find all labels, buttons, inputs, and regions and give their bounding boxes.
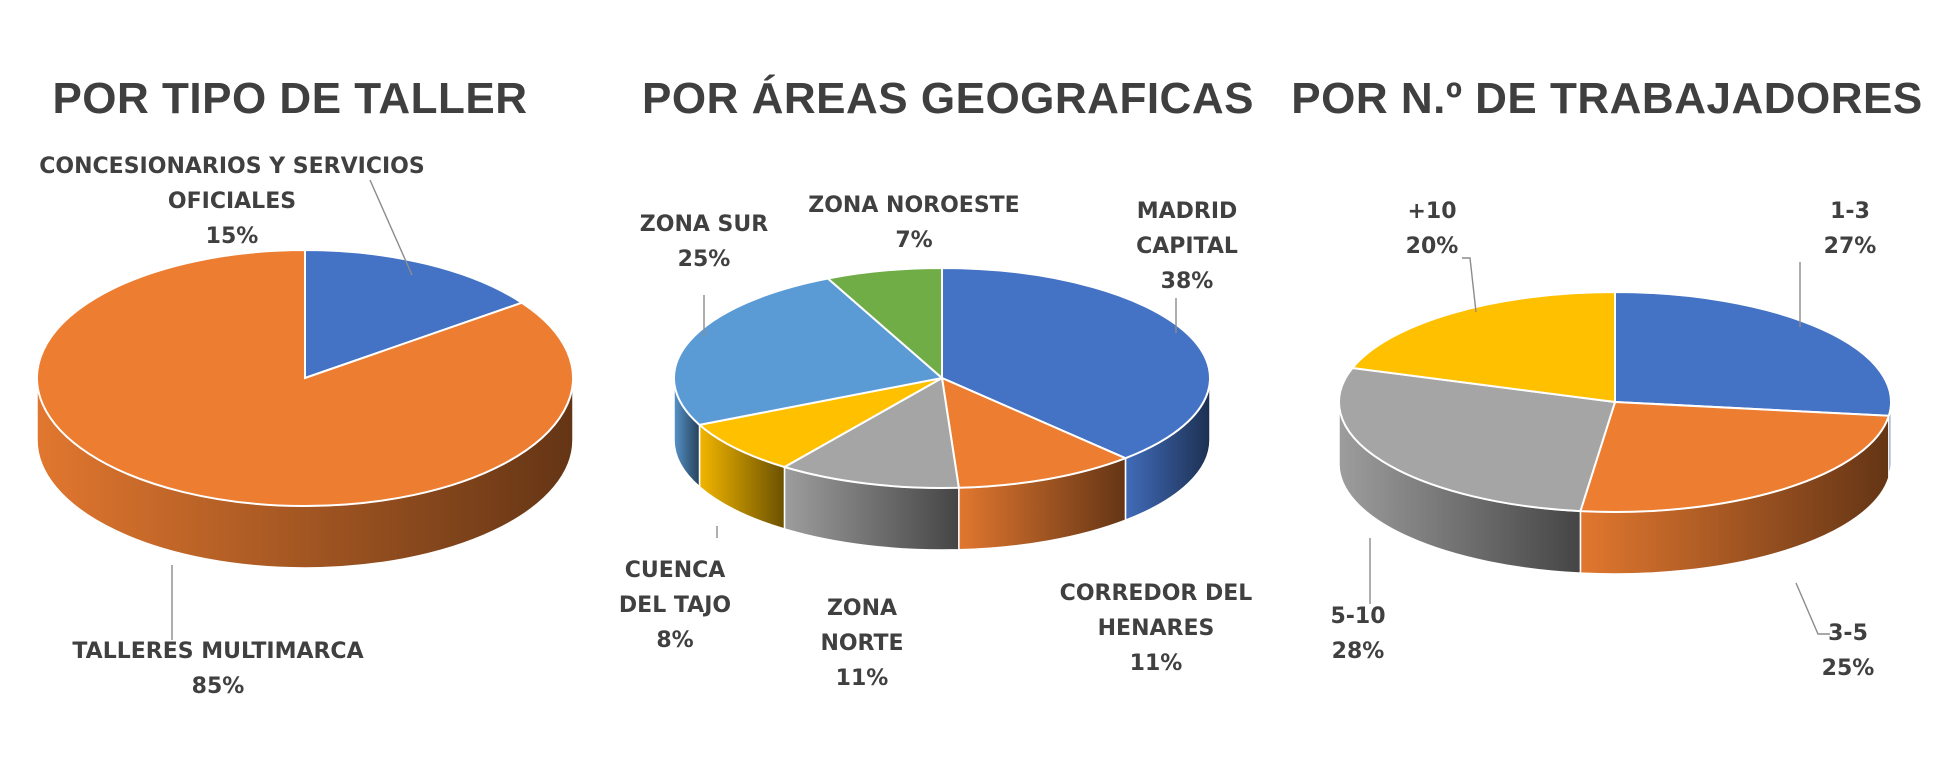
slice-label: +10 20% (1406, 199, 1459, 259)
slice-percent: 20% (1406, 234, 1459, 259)
slice-label-line: ZONA NOROESTE (808, 193, 1019, 218)
slice-label-line: 1-3 (1830, 199, 1870, 224)
slice-label-line: 5-10 (1330, 604, 1385, 629)
slice-label-line: CORREDOR DEL (1060, 581, 1253, 606)
slice-percent: 15% (206, 224, 259, 249)
pie-chart-areas-geograficas: POR ÁREAS GEOGRAFICAS MADRID CAPITAL 38% CO… (619, 73, 1254, 691)
slice-percent: 27% (1824, 234, 1877, 259)
slice-label-line: ZONA SUR (640, 212, 768, 237)
slice-label-line: OFICIALES (168, 189, 296, 214)
pie-slice (673, 277, 945, 426)
slice-label: 3-5 25% (1822, 621, 1875, 681)
pie-slice (36, 248, 574, 507)
slice-label: CORREDOR DEL HENARES 11% (1060, 581, 1253, 676)
slice-label-line: CUENCA (625, 558, 726, 583)
slice-label: CUENCA DEL TAJO 8% (619, 558, 731, 653)
slice-label-line: TALLERES MULTIMARCA (72, 639, 363, 664)
pie-chart-numero-trabajadores: POR N.º DE TRABAJADORES 1-3 27%3-5 25%5-10… (1291, 74, 1922, 681)
slice-label-line: ZONA (827, 596, 897, 621)
pie-slice (304, 248, 525, 380)
pie-slice (1614, 290, 1892, 417)
slice-label-line: DEL TAJO (619, 593, 731, 618)
leader-line (369, 179, 413, 276)
leader-line (1462, 257, 1477, 313)
slice-percent: 25% (678, 247, 731, 272)
slice-label-line: CONCESIONARIOS Y SERVICIOS (39, 154, 424, 179)
slice-label-line: 3-5 (1828, 621, 1868, 646)
slice-label-line: MADRID (1137, 199, 1238, 224)
chart-title: POR N.º DE TRABAJADORES (1291, 74, 1922, 123)
slice-label-line: NORTE (820, 631, 903, 656)
slice-percent: 28% (1332, 639, 1385, 664)
slice-label: TALLERES MULTIMARCA 85% (72, 639, 363, 699)
slice-label: MADRID CAPITAL 38% (1136, 199, 1238, 294)
pie-slice (1579, 400, 1891, 513)
slice-label: ZONA NORTE 11% (820, 596, 903, 691)
pie-slice (697, 377, 943, 469)
slice-percent: 25% (1822, 656, 1875, 681)
slice-label: 1-3 27% (1824, 199, 1877, 259)
slice-percent: 8% (656, 628, 693, 653)
slice-label-line: CAPITAL (1136, 234, 1238, 259)
pie-chart-tipo-taller: POR TIPO DE TALLER CONCESIONARIOS Y SERV… (36, 74, 574, 699)
pie-slice (825, 266, 943, 381)
pie-slice (781, 376, 960, 489)
slice-label-line: +10 (1407, 199, 1456, 224)
slice-percent: 38% (1161, 269, 1214, 294)
slice-label-line: HENARES (1098, 616, 1215, 641)
chart-title: POR TIPO DE TALLER (52, 74, 527, 123)
slice-percent: 11% (836, 666, 889, 691)
slice-label: CONCESIONARIOS Y SERVICIOS OFICIALES 15% (39, 154, 424, 249)
pie-slice (1350, 290, 1616, 404)
pie-slice (1338, 366, 1617, 513)
slice-percent: 11% (1130, 651, 1183, 676)
slice-label: ZONA NOROESTE 7% (808, 193, 1019, 253)
chart-title: POR ÁREAS GEOGRAFICAS (642, 73, 1254, 123)
pie-slice (941, 266, 1211, 460)
slice-percent: 85% (192, 674, 245, 699)
slice-label: 5-10 28% (1330, 604, 1385, 664)
slice-label: ZONA SUR 25% (640, 212, 768, 272)
leader-line (1795, 582, 1830, 635)
pie-slice (940, 376, 1129, 489)
slice-percent: 7% (895, 228, 932, 253)
